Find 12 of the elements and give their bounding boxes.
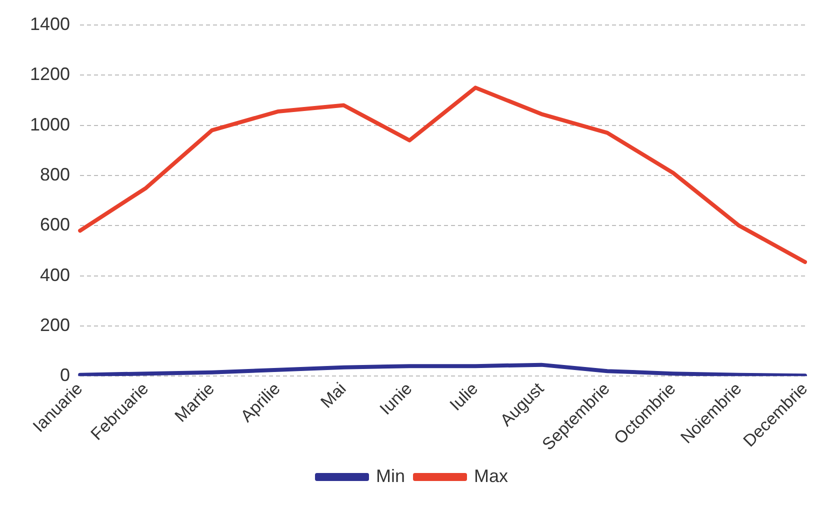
y-tick-label: 1400 (30, 14, 70, 34)
y-tick-label: 800 (40, 164, 70, 184)
y-tick-label: 200 (40, 314, 70, 335)
legend-label: Max (474, 466, 508, 486)
y-tick-label: 1200 (30, 64, 70, 84)
legend-label: Min (376, 466, 406, 486)
x-tick-label: Mai (316, 379, 350, 412)
y-tick-label: 600 (40, 214, 70, 235)
y-tick-label: 400 (40, 264, 70, 285)
x-tick-label: Iulie (446, 379, 482, 415)
y-tick-label: 1000 (30, 114, 70, 134)
y-tick-label: 0 (60, 365, 70, 386)
